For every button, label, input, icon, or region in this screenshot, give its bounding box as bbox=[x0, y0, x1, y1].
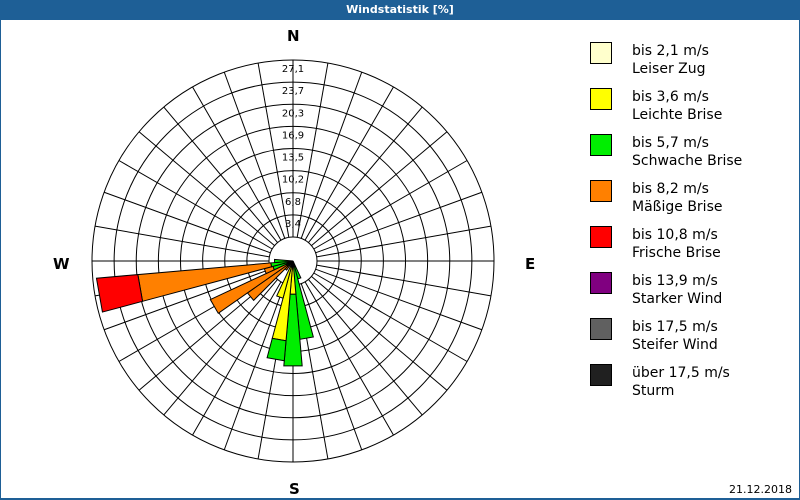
svg-text:16,9: 16,9 bbox=[282, 130, 304, 141]
legend-swatch bbox=[590, 134, 612, 156]
svg-text:10,2: 10,2 bbox=[282, 175, 304, 186]
legend-label: Mäßige Brise bbox=[632, 199, 723, 215]
svg-text:3,4: 3,4 bbox=[285, 219, 301, 230]
compass-east: E bbox=[525, 255, 536, 273]
legend-label: Frische Brise bbox=[632, 245, 721, 261]
svg-text:20,3: 20,3 bbox=[282, 108, 304, 119]
svg-text:27,1: 27,1 bbox=[282, 64, 304, 75]
legend-swatch bbox=[590, 272, 612, 294]
date-label: 21.12.2018 bbox=[729, 483, 792, 496]
legend-swatch bbox=[590, 88, 612, 110]
legend-swatch bbox=[590, 318, 612, 340]
legend-swatch bbox=[590, 226, 612, 248]
radial-tick-labels: 3,4 6,8 10,2 13,5 16,9 20,3 23,7 27,1 bbox=[282, 64, 304, 230]
legend-label: Sturm bbox=[632, 383, 675, 399]
legend-range: bis 17,5 m/s bbox=[632, 319, 718, 335]
legend-range: bis 10,8 m/s bbox=[632, 227, 718, 243]
legend-range: bis 2,1 m/s bbox=[632, 43, 709, 59]
legend-range: bis 5,7 m/s bbox=[632, 135, 709, 151]
legend-swatch bbox=[590, 42, 612, 64]
window-title: Windstatistik [%] bbox=[0, 0, 800, 20]
legend-label: Steifer Wind bbox=[632, 337, 718, 353]
compass-north: N bbox=[287, 27, 300, 45]
svg-text:6,8: 6,8 bbox=[285, 197, 301, 208]
svg-text:13,5: 13,5 bbox=[282, 153, 304, 164]
compass-west: W bbox=[53, 255, 70, 273]
legend-range: bis 8,2 m/s bbox=[632, 181, 709, 197]
legend-label: Starker Wind bbox=[632, 291, 723, 307]
legend-range: bis 13,9 m/s bbox=[632, 273, 718, 289]
legend-label: Leiser Zug bbox=[632, 61, 706, 77]
legend-label: Leichte Brise bbox=[632, 107, 723, 123]
legend-label: Schwache Brise bbox=[632, 153, 743, 169]
bottom-border bbox=[0, 498, 800, 500]
wind-wedges bbox=[95, 258, 314, 367]
legend-range: über 17,5 m/s bbox=[632, 365, 730, 381]
legend-swatch bbox=[590, 180, 612, 202]
legend-swatch bbox=[590, 364, 612, 386]
legend-range: bis 3,6 m/s bbox=[632, 89, 709, 105]
wind-rose-chart: 3,4 6,8 10,2 13,5 16,9 20,3 23,7 27,1 bbox=[91, 59, 495, 463]
compass-south: S bbox=[289, 480, 300, 498]
svg-text:23,7: 23,7 bbox=[282, 86, 304, 97]
